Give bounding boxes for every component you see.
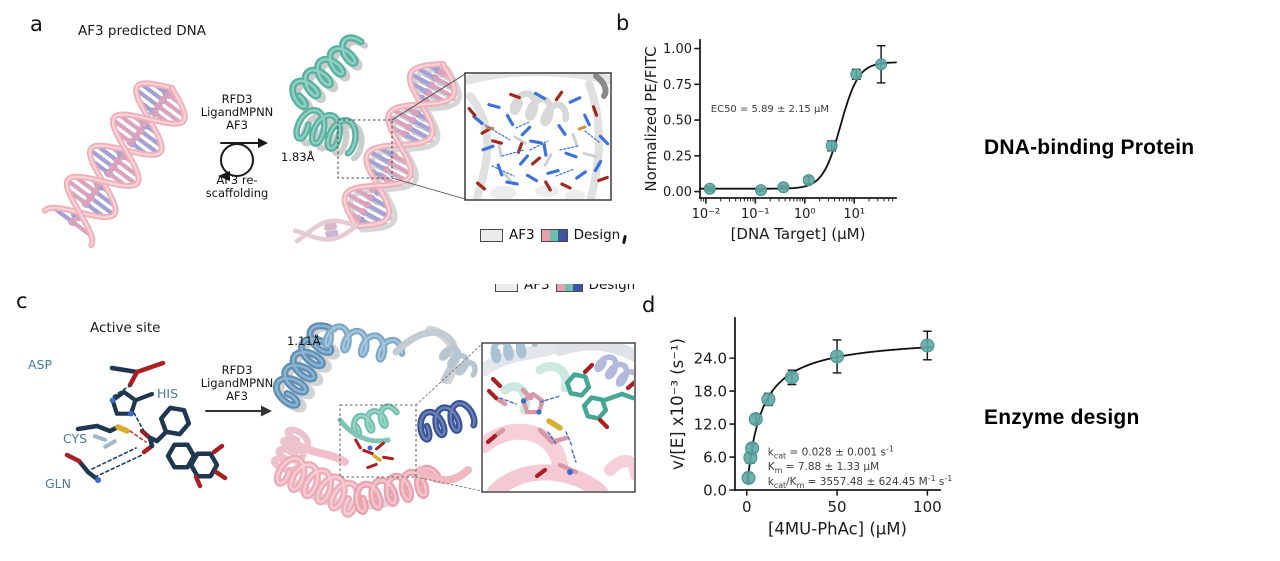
svg-text:18.0: 18.0 (694, 382, 727, 400)
svg-text:100: 100 (913, 498, 942, 516)
af3-swatch (495, 284, 518, 292)
panel-a-structure-art (41, 34, 612, 249)
svg-text:kcat/Km = 3557.48 ± 624.45 M-1: kcat/Km = 3557.48 ± 624.45 M-1 s-1 (768, 474, 952, 490)
svg-text:24.0: 24.0 (694, 349, 727, 367)
svg-text:Normalized PE/FITC: Normalized PE/FITC (642, 46, 660, 191)
svg-text:10¹: 10¹ (843, 207, 865, 222)
panel-a-letter: a (30, 12, 43, 36)
workflow-step: RFD3 (221, 92, 253, 106)
svg-text:0.75: 0.75 (663, 78, 692, 93)
workflow-step: AF3 (226, 389, 248, 403)
chart-b: 10⁻² 10⁻¹ 10⁰ 10¹ 0.00 0.25 0.50 0.75 1.00 [DNA T… (642, 39, 897, 243)
af3-swatch (480, 228, 503, 242)
svg-text:kcat = 0.028 ± 0.001 s-1: kcat = 0.028 ± 0.001 s-1 (768, 445, 894, 461)
workflow-a-bottom-labels: AF3 re- scaffolding (192, 174, 282, 200)
zoom-inset-a (464, 72, 612, 201)
rmsd-c: 1.11Å (287, 334, 321, 348)
right-arrow-icon (205, 405, 272, 417)
design-label: Design (573, 227, 621, 243)
svg-text:EC50 = 5.89 ± 2.15 μM: EC50 = 5.89 ± 2.15 μM (711, 104, 829, 115)
svg-text:1.00: 1.00 (663, 42, 692, 57)
svg-text:[DNA Target] (μM): [DNA Target] (μM) (731, 225, 866, 243)
residue-label-asp: ASP (28, 357, 52, 372)
section-label-enzyme: Enzyme design (984, 406, 1140, 429)
zoom-inset-c (481, 342, 636, 493)
panel-d-letter: d (642, 293, 656, 317)
workflow-a-labels: RFD3 LigandMPNN AF3 (192, 93, 282, 132)
section-label-dna: DNA-binding Protein (984, 136, 1195, 159)
design-vs-af3-overlay-illustration (289, 34, 466, 244)
residue-label-his: HIS (157, 386, 178, 401)
active-site-illustration (64, 360, 228, 489)
rmsd-a: 1.83Å (281, 150, 315, 164)
panel-c-structure-art: ASP HIS CYS GLN (28, 322, 636, 518)
workflow-step: LigandMPNN (200, 105, 274, 119)
legend-a: AF3 Design (480, 227, 620, 243)
svg-text:Km = 7.88 ± 1.33 μM: Km = 7.88 ± 1.33 μM (768, 461, 879, 475)
svg-text:0.0: 0.0 (703, 481, 727, 499)
workflow-step: AF3 (226, 118, 248, 132)
workflow-c-labels: RFD3 LigandMPNN AF3 (192, 364, 282, 403)
af3-label: AF3 (509, 227, 535, 243)
svg-text:0.00: 0.00 (663, 185, 692, 200)
design-label: Design (588, 284, 636, 293)
cycle-arrow-icon (218, 138, 268, 181)
residue-label-cys: CYS (63, 431, 87, 446)
svg-text:6.0: 6.0 (703, 448, 727, 466)
legend-c-clipped: AF3 Design (495, 284, 645, 296)
svg-text:10⁻¹: 10⁻¹ (741, 207, 770, 222)
workflow-step: scaffolding (205, 186, 269, 200)
svg-text:0.50: 0.50 (663, 114, 692, 129)
panel-c-letter: c (16, 289, 28, 313)
design-swatch (555, 284, 583, 292)
svg-text:10⁻²: 10⁻² (692, 207, 721, 222)
panel-c-title: Active site (90, 320, 161, 336)
workflow-step: RFD3 (221, 363, 253, 377)
dna-helix-illustration (41, 80, 188, 249)
af3-label: AF3 (524, 284, 550, 293)
enzyme-overlay-illustration (270, 322, 483, 518)
svg-text:12.0: 12.0 (694, 415, 727, 433)
svg-text:0.25: 0.25 (663, 149, 692, 164)
workflow-step: AF3 re- (216, 173, 258, 187)
svg-text:50: 50 (828, 498, 847, 516)
svg-text:10⁰: 10⁰ (794, 207, 816, 222)
panel-a-title: AF3 predicted DNA (78, 23, 206, 39)
svg-text:[4MU-PhAc] (μM): [4MU-PhAc] (μM) (768, 520, 907, 539)
svg-text:0: 0 (742, 498, 752, 516)
workflow-step: LigandMPNN (200, 376, 274, 390)
panel-b-letter: b (616, 11, 630, 35)
chart-d: 0 50 100 0.0 6.0 12.0 18.0 24.0 [4MU-PhAc] (μM) v… (668, 317, 952, 539)
svg-text:v/[E] x10⁻³ (s⁻¹): v/[E] x10⁻³ (s⁻¹) (668, 338, 687, 470)
residue-label-gln: GLN (45, 476, 71, 491)
design-swatch (540, 228, 568, 242)
